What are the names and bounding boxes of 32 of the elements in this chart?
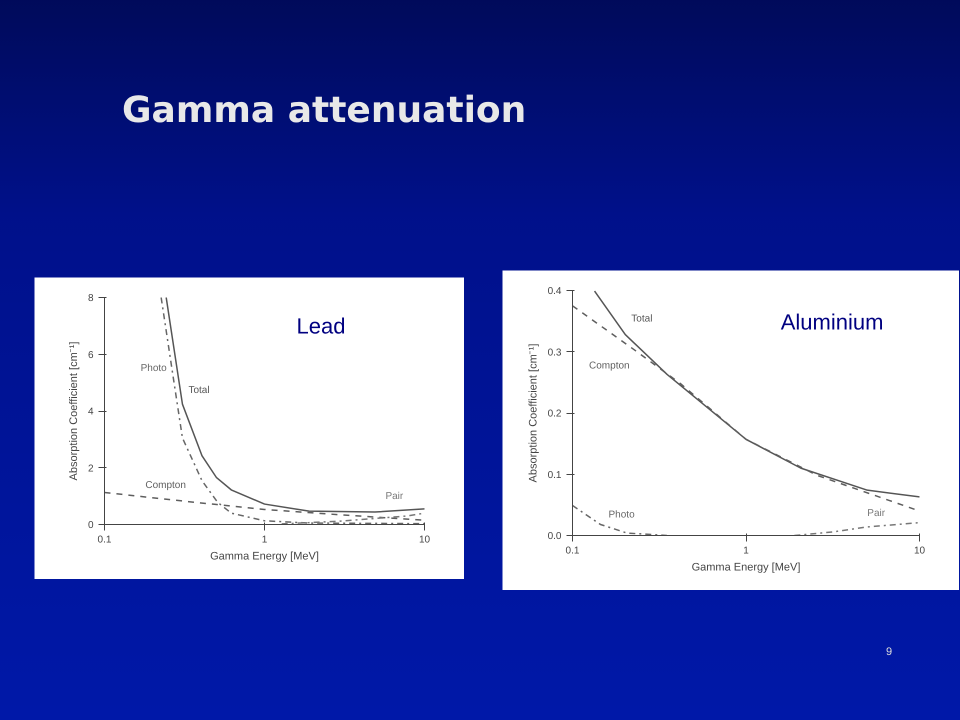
x-tick-label: 1 — [262, 534, 268, 546]
y-tick-label: 0.4 — [548, 286, 562, 297]
text: Gamma attenuation — [122, 89, 526, 133]
y-tick-label: 6 — [88, 350, 94, 361]
x-tick-label: 10 — [418, 534, 430, 546]
x-tick-label: 0.1 — [566, 546, 580, 556]
x-tick-label: 0.1 — [98, 534, 112, 546]
text: Lead — [296, 313, 346, 338]
text: Aluminium — [780, 310, 884, 335]
y-tick-label: 0.2 — [548, 408, 562, 420]
series-label: Photo — [140, 363, 168, 374]
series-label: Compton — [589, 360, 630, 372]
y-tick-label: 2 — [88, 463, 94, 474]
series-label: Pair — [867, 508, 886, 519]
series-label: Total — [631, 314, 652, 325]
series-label: Total — [188, 385, 210, 396]
y-tick-label: 0.1 — [548, 470, 562, 481]
y-tick-label: 8 — [88, 293, 94, 304]
y-axis-title: Absorption Coefficient [cm⁻¹] — [528, 344, 540, 482]
series-label: Photo — [608, 509, 636, 520]
x-axis-title: Gamma Energy [MeV] — [210, 550, 319, 562]
x-axis-title: Gamma Energy [MeV] — [692, 562, 800, 574]
y-tick-label: 0.3 — [548, 347, 562, 358]
x-tick-label: 1 — [743, 546, 750, 556]
text: 9 — [886, 645, 892, 660]
series-label: Pair — [385, 490, 404, 502]
series-label: Compton — [145, 480, 186, 491]
x-tick-label: 10 — [914, 546, 926, 556]
y-axis-title: Absorption Coefficient [cm⁻¹] — [68, 342, 80, 480]
y-tick-label: 4 — [88, 406, 94, 418]
y-tick-label: 0.0 — [548, 531, 562, 542]
y-tick-label: 0 — [88, 520, 94, 531]
